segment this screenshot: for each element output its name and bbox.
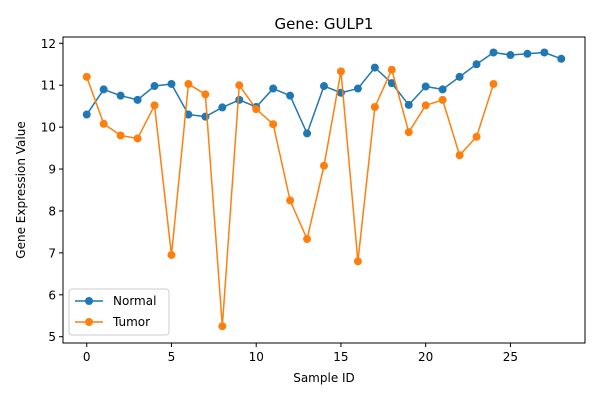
data-point-tumor: [472, 132, 481, 141]
data-point-normal: [370, 63, 379, 72]
data-point-normal: [472, 60, 481, 69]
data-point-tumor: [303, 235, 312, 244]
data-point-normal: [421, 82, 430, 91]
legend-label-tumor: Tumor: [112, 315, 150, 329]
data-point-normal: [269, 84, 278, 93]
x-tick-label: 20: [418, 350, 433, 364]
legend-marker-normal: [85, 297, 93, 305]
data-point-tumor: [387, 65, 396, 74]
data-point-normal: [557, 54, 566, 63]
y-tick-label: 9: [48, 163, 56, 177]
data-point-tumor: [421, 101, 430, 110]
x-axis: 0 5 10 15 20 25: [83, 343, 518, 364]
data-point-normal: [303, 129, 312, 138]
data-point-normal: [404, 100, 413, 109]
data-point-normal: [201, 112, 210, 121]
data-point-normal: [455, 72, 464, 81]
data-point-normal: [167, 79, 176, 88]
data-point-tumor: [218, 322, 227, 331]
data-point-normal: [353, 84, 362, 93]
data-point-tumor: [269, 120, 278, 129]
data-point-normal: [235, 95, 244, 104]
data-point-normal: [523, 49, 532, 58]
legend: Normal Tumor: [68, 288, 170, 336]
data-point-normal: [184, 110, 193, 119]
data-point-tumor: [370, 103, 379, 112]
data-point-normal: [218, 103, 227, 112]
data-point-tumor: [252, 105, 261, 114]
data-point-tumor: [235, 81, 244, 90]
x-tick-label: 15: [333, 350, 348, 364]
data-point-normal: [150, 82, 159, 91]
data-point-tumor: [404, 128, 413, 137]
x-tick-label: 5: [168, 350, 176, 364]
data-point-tumor: [455, 151, 464, 160]
plot-frame: [62, 36, 586, 344]
data-point-tumor: [489, 79, 498, 88]
y-tick-label: 8: [48, 204, 56, 218]
x-tick-label: 25: [503, 350, 518, 364]
y-tick-label: 5: [48, 330, 56, 344]
data-point-normal: [387, 79, 396, 88]
data-point-tumor: [320, 161, 328, 170]
data-point-normal: [489, 48, 498, 57]
data-point-tumor: [167, 250, 176, 259]
data-point-tumor: [184, 79, 193, 88]
data-point-tumor: [99, 119, 108, 128]
data-point-normal: [506, 51, 515, 60]
data-point-tumor: [116, 131, 125, 140]
data-point-normal: [116, 91, 125, 100]
data-point-normal: [438, 85, 447, 94]
data-point-tumor: [286, 196, 295, 205]
data-point-tumor: [201, 90, 210, 99]
data-point-normal: [133, 95, 142, 104]
data-point-normal: [320, 82, 328, 91]
chart-title: Gene: GULP1: [275, 15, 374, 33]
data-point-tumor: [150, 101, 159, 110]
y-tick-label: 11: [41, 79, 56, 93]
y-tick-label: 6: [48, 288, 56, 302]
data-point-tumor: [353, 257, 362, 266]
legend-marker-tumor: [85, 318, 93, 326]
y-tick-label: 10: [41, 121, 56, 135]
legend-label-normal: Normal: [113, 294, 156, 308]
x-axis-label: Sample ID: [293, 371, 355, 385]
y-axis-label: Gene Expression Value: [14, 121, 28, 258]
data-point-normal: [540, 48, 549, 57]
x-tick-label: 10: [249, 350, 264, 364]
data-point-tumor: [82, 72, 91, 81]
x-tick-label: 0: [83, 350, 91, 364]
data-point-tumor: [336, 67, 345, 76]
plot-area: [82, 48, 566, 331]
data-point-normal: [286, 91, 295, 100]
y-axis: 5 6 7 8 9 10 11 12: [41, 37, 63, 344]
y-tick-label: 12: [41, 37, 56, 51]
data-point-tumor: [438, 95, 447, 104]
y-tick-label: 7: [48, 246, 56, 260]
data-point-normal: [99, 85, 108, 94]
data-point-normal: [82, 110, 91, 119]
data-point-tumor: [133, 134, 142, 143]
